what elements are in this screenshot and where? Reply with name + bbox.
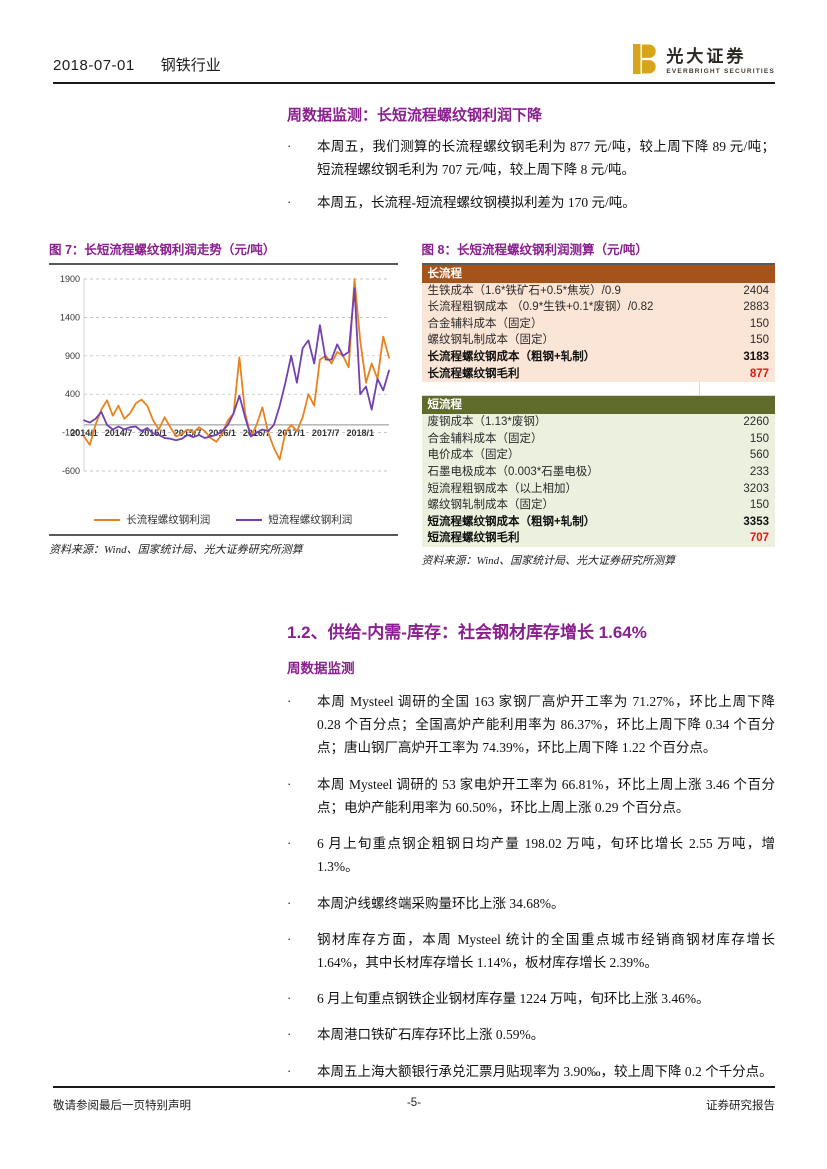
bullet-text: 本周港口铁矿石库存环比上涨 0.59%。 xyxy=(317,1027,545,1043)
svg-text:1900: 1900 xyxy=(60,274,80,284)
list-item: · 6 月上旬重点钢企粗钢日均产量 198.02 万吨，旬环比增长 2.55 万吨… xyxy=(287,832,775,878)
legend-label: 长流程螺纹钢利润 xyxy=(126,514,211,527)
list-item: · 本周五上海大额银行承兑汇票月贴现率为 3.90‰，较上周下降 0.2 个千分点… xyxy=(287,1060,775,1083)
list-item: · 6 月上旬重点钢铁企业钢材库存量 1224 万吨，旬环比上涨 3.46%。 xyxy=(287,987,775,1010)
svg-text:-100: -100 xyxy=(62,427,80,437)
report-date: 2018-07-01 xyxy=(53,57,135,74)
header-divider xyxy=(53,82,775,84)
footer-disclaimer: 敬请参阅最后一页特别声明 xyxy=(53,1100,191,1112)
table-row: 合金辅料成本（固定） 150 xyxy=(421,430,775,448)
bullet-text: 6 月上旬重点钢企粗钢日均产量 198.02 万吨，旬环比增长 2.55 万吨，… xyxy=(317,836,775,875)
table-row-total: 短流程螺纹钢成本（粗钢+轧制） 3353 xyxy=(421,513,775,531)
svg-text:2017/1: 2017/1 xyxy=(277,428,305,438)
everbright-logo-icon xyxy=(633,44,659,79)
bullet-text: 本周五，长流程-短流程螺纹钢模拟利差为 170 元/吨。 xyxy=(317,195,636,211)
svg-text:2014/7: 2014/7 xyxy=(105,428,133,438)
list-item: · 本周五，长流程-短流程螺纹钢模拟利差为 170 元/吨。 xyxy=(287,191,775,214)
figure-7-title: 图 7：长短流程螺纹钢利润走势（元/吨） xyxy=(49,242,276,257)
bullet-text: 本周 Mysteel 调研的 53 家电炉开工率为 66.81%，环比上周上涨 … xyxy=(317,776,775,815)
list-item: · 本周 Mysteel 调研的 53 家电炉开工率为 66.81%，环比上周上涨… xyxy=(287,773,775,819)
weekly-monitor-subheading: 周数据监测 xyxy=(287,660,355,676)
cost-table: 长流程 生铁成本（1.6*铁矿石+0.5*焦炭）/0.9 2404 长流程粗钢成本… xyxy=(421,264,775,547)
svg-text:400: 400 xyxy=(65,389,80,399)
list-item: · 本周港口铁矿石库存环比上涨 0.59%。 xyxy=(287,1023,775,1046)
svg-text:2018/1: 2018/1 xyxy=(346,428,374,438)
svg-text:900: 900 xyxy=(65,350,80,360)
brand-logo: 光大证券 EVERBRIGHT SECURITIES xyxy=(633,44,775,79)
legend-item: 长流程螺纹钢利润 xyxy=(94,512,210,527)
table-row-profit: 短流程螺纹钢毛利 707 xyxy=(421,530,775,547)
weekly-monitor-heading: 周数据监测：长短流程螺纹钢利润下降 xyxy=(287,107,543,124)
table-row: 电价成本（固定） 560 xyxy=(421,447,775,464)
figure-7: 图 7：长短流程螺纹钢利润走势（元/吨） 1900 1400 900 400 -100 -… xyxy=(49,239,398,568)
page-number: -5- xyxy=(406,1097,422,1109)
figures-row: 图 7：长短流程螺纹钢利润走势（元/吨） 1900 1400 900 400 -100 -… xyxy=(49,239,775,568)
legend-swatch xyxy=(94,518,121,521)
legend-swatch xyxy=(236,518,263,521)
footer-report-type: 证券研究报告 xyxy=(706,1100,775,1112)
table-row: 长流程粗钢成本 （0.9*生铁+0.1*废钢）/0.82 2883 xyxy=(421,299,775,316)
section-1-2-heading: 1.2、供给-内需-库存：社会钢材库存增长 1.64% xyxy=(287,622,647,642)
brand-name-cn: 光大证券 xyxy=(666,46,747,66)
bullet-text: 本周沪线螺终端采购量环比上涨 34.68%。 xyxy=(317,895,565,911)
short-process-header: 短流程 xyxy=(421,396,775,415)
figure-8: 图 8：长短流程螺纹钢利润测算（元/吨） 长流程 生铁成本（1.6*铁矿石+0.… xyxy=(421,239,775,568)
bullet-text: 6 月上旬重点钢铁企业钢材库存量 1224 万吨，旬环比上涨 3.46%。 xyxy=(317,991,710,1007)
table-row: 合金辅料成本（固定） 150 xyxy=(421,315,775,333)
table-row-profit: 长流程螺纹钢毛利 877 xyxy=(421,365,775,383)
list-item: · 本周 Mysteel 调研的全国 163 家钢厂高炉开工率为 71.27%，环… xyxy=(287,690,775,760)
svg-text:-600: -600 xyxy=(62,466,80,476)
list-item: · 本周沪线螺终端采购量环比上涨 34.68%。 xyxy=(287,892,775,915)
weekly-monitor-section: 周数据监测：长短流程螺纹钢利润下降 · 本周五，我们测算的长流程螺纹钢毛利为 8… xyxy=(287,104,775,215)
bullet-text: 钢材库存方面，本周 Mysteel 统计的全国重点城市经销商钢材库存增长 1.6… xyxy=(317,931,775,970)
figure-8-title: 图 8：长短流程螺纹钢利润测算（元/吨） xyxy=(421,242,648,257)
profit-trend-chart: 1900 1400 900 400 -100 -600 2014/1 2014/7 2015/1… xyxy=(49,265,398,534)
section-1-2: 1.2、供给-内需-库存：社会钢材库存增长 1.64% 周数据监测 · 本周 My… xyxy=(287,618,775,1083)
table-row: 短流程粗钢成本（以上相加） 3203 xyxy=(421,480,775,498)
page-footer: -5- 敬请参阅最后一页特别声明 证券研究报告 xyxy=(53,1086,775,1113)
brand-name-en: EVERBRIGHT SECURITIES xyxy=(666,68,775,76)
table-row: 螺纹钢轧制成本（固定） 150 xyxy=(421,497,775,514)
bullet-text: 本周五上海大额银行承兑汇票月贴现率为 3.90‰，较上周下降 0.2 个千分点。 xyxy=(317,1063,773,1079)
list-item: · 本周五，我们测算的长流程螺纹钢毛利为 877 元/吨，较上周下降 89 元/… xyxy=(287,135,775,181)
svg-text:1400: 1400 xyxy=(60,312,80,322)
bullet-text: 本周五，我们测算的长流程螺纹钢毛利为 877 元/吨，较上周下降 89 元/吨；… xyxy=(317,139,775,178)
legend-item: 短流程螺纹钢利润 xyxy=(236,512,352,527)
svg-text:2015/7: 2015/7 xyxy=(174,428,202,438)
legend-label: 短流程螺纹钢利润 xyxy=(268,514,353,527)
table-row: 生铁成本（1.6*铁矿石+0.5*焦炭）/0.9 2404 xyxy=(421,282,775,300)
table-row: 螺纹钢轧制成本（固定） 150 xyxy=(421,332,775,350)
table-spacer xyxy=(421,382,775,397)
page-header: 2018-07-01 钢铁行业 光大证券 EVERBRIGHT SECURITIE… xyxy=(53,0,775,79)
figure-7-source: 资料来源：Wind、国家统计局、光大证券研究所测算 xyxy=(49,543,303,556)
chart-legend: 长流程螺纹钢利润 短流程螺纹钢利润 xyxy=(49,510,398,530)
figure-top-rule xyxy=(421,262,775,265)
table-row: 石墨电极成本（0.003*石墨电极） 233 xyxy=(421,464,775,481)
svg-text:2014/1: 2014/1 xyxy=(70,428,98,438)
table-row-total: 长流程螺纹钢成本（粗钢+轧制） 3183 xyxy=(421,349,775,366)
figure-8-source: 资料来源：Wind、国家统计局、光大证券研究所测算 xyxy=(421,554,676,567)
bullet-text: 本周 Mysteel 调研的全国 163 家钢厂高炉开工率为 71.27%，环比… xyxy=(317,693,775,756)
long-process-header: 长流程 xyxy=(421,264,775,283)
figure-top-rule xyxy=(49,262,398,265)
industry-title: 钢铁行业 xyxy=(160,57,221,74)
table-row: 废钢成本（1.13*废钢） 2260 xyxy=(421,414,775,431)
svg-text:2017/7: 2017/7 xyxy=(312,428,340,438)
figure-bottom-rule xyxy=(49,533,398,536)
list-item: · 钢材库存方面，本周 Mysteel 统计的全国重点城市经销商钢材库存增长 1.… xyxy=(287,928,775,974)
